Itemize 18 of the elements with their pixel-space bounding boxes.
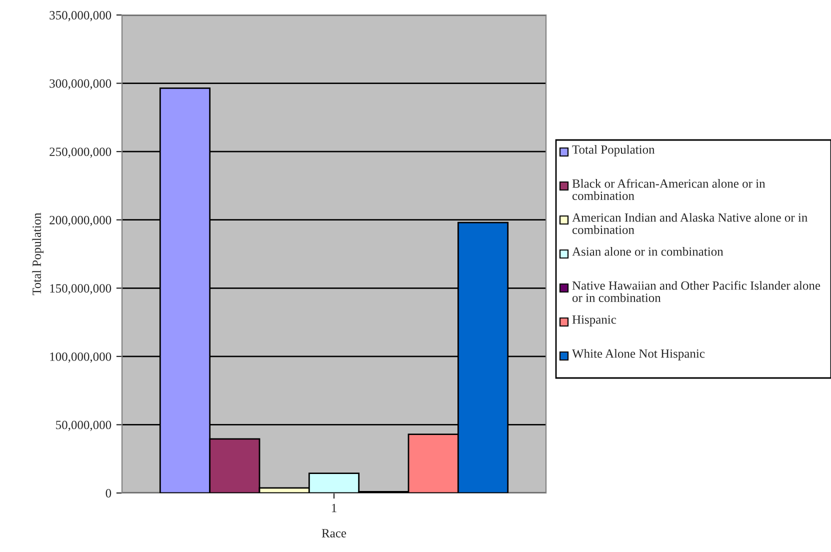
x-tick-label: 1 xyxy=(332,504,336,512)
y-axis-title: Total Population xyxy=(32,212,44,296)
legend-label: Black or African-American alone or in combination xyxy=(572,178,766,200)
y-tick-label: 250,000,000 xyxy=(50,148,112,158)
y-tick-label: 50,000,000 xyxy=(56,420,112,431)
y-tick-label: 150,000,000 xyxy=(50,284,112,294)
y-tick-label: 200,000,000 xyxy=(50,216,112,226)
legend-label: Asian alone or in combination xyxy=(572,247,724,256)
y-tick-label: 350,000,000 xyxy=(50,11,112,22)
x-axis-title: Race xyxy=(322,529,346,538)
legend-label: Total Population xyxy=(572,145,655,156)
y-tick-label: 0 xyxy=(106,489,112,498)
y-tick-label: 100,000,000 xyxy=(50,352,112,363)
legend-label: American Indian and Alaska Native alone or in combination xyxy=(572,213,808,234)
legend-label: Native Hawaiian and Other Pacific Islander alone or in combination xyxy=(572,280,820,302)
y-tick-label: 300,000,000 xyxy=(50,79,112,90)
legend-label: White Alone Not Hispanic xyxy=(572,349,705,360)
legend-label: Hispanic xyxy=(572,315,616,326)
